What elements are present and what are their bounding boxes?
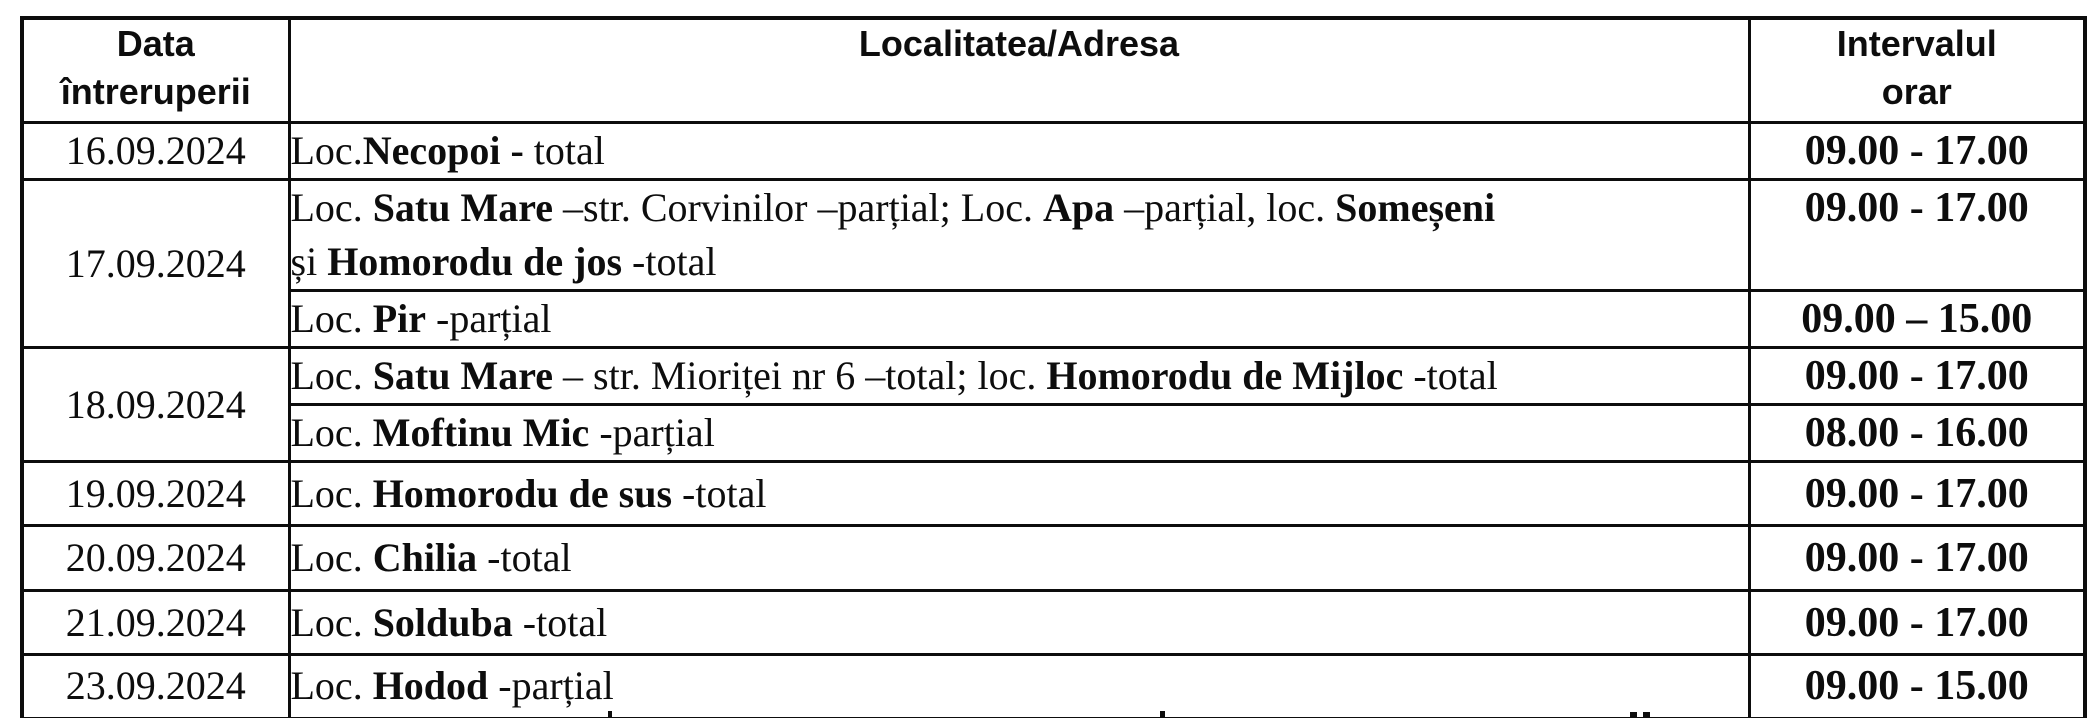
table-row: 16.09.2024 Loc.Necopoi - total 09.00 - 17.…: [20, 121, 2087, 181]
location-cell: Loc. Chilia -total: [287, 524, 1751, 592]
date-cell: 17.09.2024: [20, 178, 291, 349]
date-cell: 20.09.2024: [20, 524, 291, 592]
table-row: 17.09.2024 Loc. Satu Mare –str. Corvinilo…: [20, 178, 2087, 349]
locality-name: Someșeni: [1335, 185, 1496, 230]
header-interval-line2: orar: [1881, 71, 1952, 112]
location-text: -total: [672, 470, 767, 516]
location-cell: Loc. Moftinu Mic -parțial: [287, 403, 1751, 463]
interval-cell: 09.00 - 17.00: [1747, 178, 2087, 292]
location-text: Loc.: [290, 599, 373, 645]
location-cell: Loc. Pir -parțial: [287, 289, 1751, 349]
location-cell: Loc. Satu Mare – str. Mioriței nr 6 –tot…: [287, 346, 1751, 406]
interval-cell: 08.00 - 16.00: [1747, 403, 2087, 463]
header-location: Localitatea/Adresa: [287, 16, 1751, 124]
location-text: Loc.: [290, 353, 373, 398]
location-text: –str. Corvinilor –parțial; Loc.: [563, 185, 1043, 230]
location-text: Loc.: [290, 128, 363, 173]
interval-cell: 09.00 - 17.00: [1747, 121, 2087, 181]
header-date-line2: întreruperii: [60, 71, 251, 112]
date-cell: 16.09.2024: [20, 121, 291, 181]
location-cell: Loc. Solduba -total: [287, 589, 1751, 656]
location-text: și: [290, 239, 328, 284]
location-text: Loc.: [290, 470, 373, 516]
header-interval-line1: Intervalul: [1836, 23, 1997, 64]
locality-name: Satu Mare: [372, 185, 564, 230]
location-text: Loc.: [290, 296, 373, 341]
location-text: -total: [1403, 353, 1498, 398]
date-cell: 21.09.2024: [20, 589, 291, 656]
table-row: 19.09.2024 Loc. Homorodu de sus -total 09.…: [20, 460, 2087, 527]
locality-name: Solduba: [372, 599, 513, 645]
locality-name: Necopoi -: [362, 128, 524, 173]
location-cell: Loc. Satu Mare –str. Corvinilor –parțial…: [287, 178, 1751, 292]
location-text: -total: [477, 535, 572, 580]
location-text: -total: [622, 239, 717, 284]
locality-name: Chilia: [372, 535, 478, 580]
date-cell: 18.09.2024: [20, 346, 291, 463]
interval-cell: 09.00 - 17.00: [1747, 589, 2087, 656]
interval-cell: 09.00 - 15.00: [1747, 653, 2087, 718]
location-text: -parțial: [426, 296, 552, 341]
locality-name: Homorodu de sus: [372, 470, 673, 516]
location-text: –parțial, loc.: [1124, 185, 1336, 230]
interval-cell: 09.00 - 17.00: [1747, 460, 2087, 527]
locality-name: Apa: [1042, 185, 1125, 230]
table-row: 21.09.2024 Loc. Solduba -total 09.00 - 17.…: [20, 589, 2087, 656]
table-row: Loc. Moftinu Mic -parțial 08.00 - 16.00: [22, 403, 2087, 463]
header-location-label: Localitatea/Adresa: [858, 23, 1180, 64]
table-header: Data întreruperii Localitatea/Adresa Int…: [20, 16, 2087, 124]
location-text: – str. Mioriței nr 6 –total; loc.: [553, 353, 1047, 398]
date-cell: 23.09.2024: [20, 653, 291, 718]
interval-cell: 09.00 – 15.00: [1747, 289, 2087, 349]
locality-name: Homorodu de Mijloc: [1046, 353, 1404, 398]
location-text: Loc.: [290, 185, 373, 230]
outage-schedule-table: Data întreruperii Localitatea/Adresa Int…: [20, 16, 2087, 718]
location-cell: Loc. Hodod -parțial: [287, 653, 1751, 718]
table-row: 18.09.2024 Loc. Satu Mare – str. Mioriței…: [20, 346, 2087, 463]
header-interval: Intervalul orar: [1747, 16, 2087, 124]
location-text: -parțial: [488, 663, 614, 709]
header-date: Data întreruperii: [20, 16, 291, 124]
location-cell: Loc.Necopoi - total: [287, 121, 1751, 181]
location-text: Loc.: [290, 663, 373, 709]
locality-name: Moftinu Mic: [372, 410, 590, 455]
interval-cell: 09.00 - 17.00: [1747, 524, 2087, 592]
table-body: 16.09.2024 Loc.Necopoi - total 09.00 - 17.…: [20, 121, 2087, 718]
locality-name: Satu Mare: [372, 353, 554, 398]
table-row: 20.09.2024 Loc. Chilia -total 09.00 - 17.0…: [20, 524, 2087, 592]
locality-name: Homorodu de jos: [327, 239, 623, 284]
date-cell: 19.09.2024: [20, 460, 291, 527]
location-text: -total: [512, 599, 608, 645]
interval-cell: 09.00 - 17.00: [1747, 346, 2087, 406]
header-row: Data întreruperii Localitatea/Adresa Int…: [20, 16, 2087, 124]
location-text: -parțial: [589, 410, 715, 455]
locality-name: Pir: [372, 296, 426, 341]
header-date-line1: Data: [116, 23, 195, 64]
location-text: Loc.: [290, 535, 373, 580]
table-row: Loc. Pir -parțial 09.00 – 15.00: [22, 289, 2087, 349]
location-cell: Loc. Homorodu de sus -total: [287, 460, 1751, 527]
location-text: total: [523, 128, 605, 173]
locality-name: Hodod: [372, 663, 489, 709]
location-text: Loc.: [290, 410, 373, 455]
table-row: 23.09.2024 Loc. Hodod -parțial 09.00 - 15.…: [20, 653, 2087, 718]
